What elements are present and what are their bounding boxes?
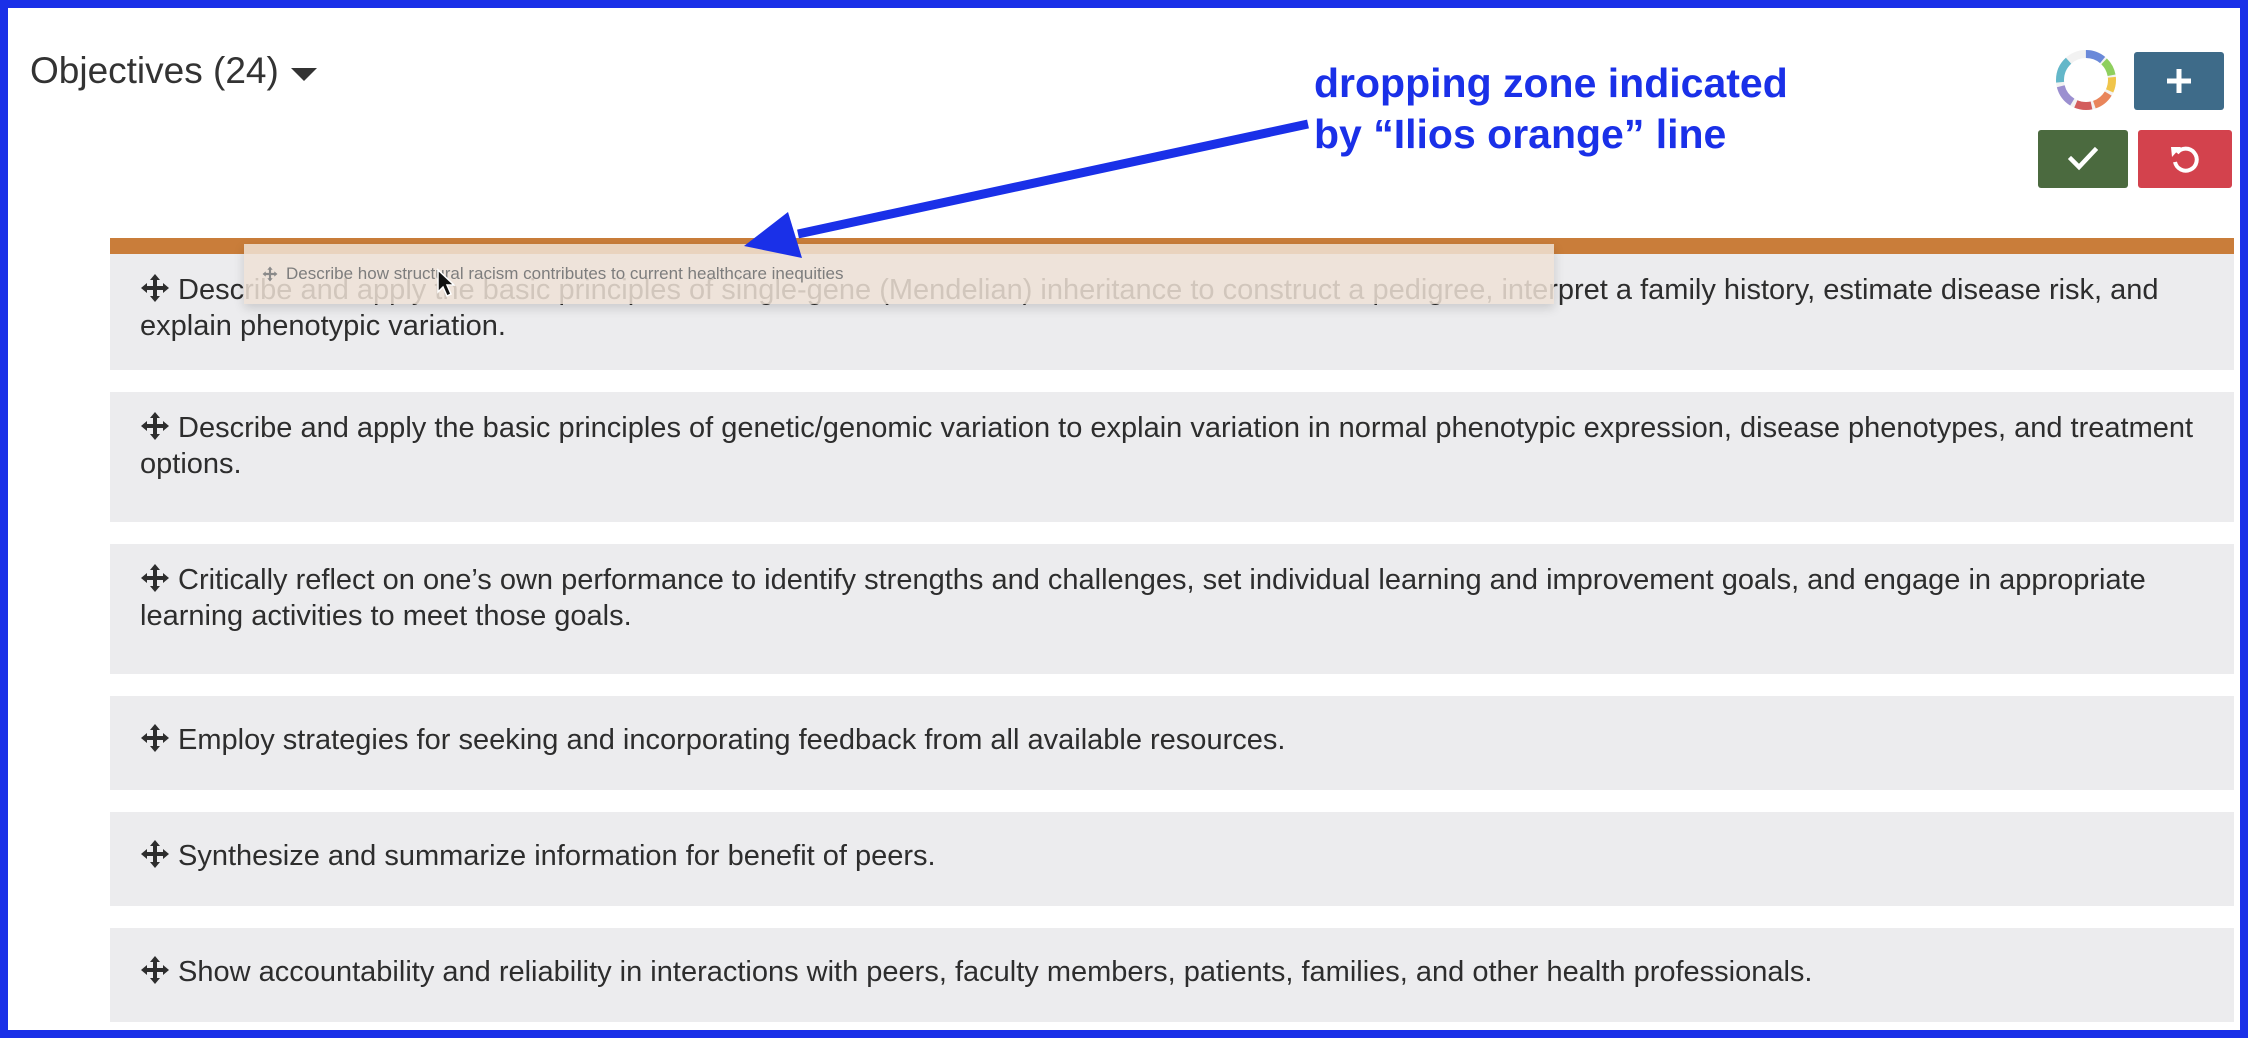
move-icon[interactable]	[140, 723, 170, 753]
move-icon	[262, 266, 278, 282]
objective-item[interactable]: Employ strategies for seeking and incorp…	[110, 696, 2234, 790]
move-icon[interactable]	[140, 563, 170, 593]
plus-icon	[2167, 69, 2191, 93]
caret-down-icon[interactable]	[290, 67, 317, 81]
objective-text: Describe and apply the basic principles …	[140, 412, 2194, 480]
check-icon	[2068, 146, 2098, 171]
move-icon[interactable]	[140, 955, 170, 985]
mouse-cursor-icon	[437, 268, 456, 298]
objective-text: Show accountability and reliability in i…	[178, 956, 1813, 988]
dragged-objective-text: Describe how structural racism contribut…	[286, 264, 844, 283]
move-icon[interactable]	[140, 839, 170, 869]
objectives-header[interactable]: Objectives (24)	[30, 50, 317, 92]
cancel-button[interactable]	[2138, 130, 2232, 188]
objectives-title: Objectives (24)	[30, 50, 279, 91]
add-objective-button[interactable]	[2134, 52, 2224, 110]
objective-item[interactable]: Critically reflect on one’s own performa…	[110, 544, 2234, 674]
objective-text: Employ strategies for seeking and incorp…	[178, 724, 1286, 756]
drop-zone-annotation: dropping zone indicated by “Ilios orange…	[1314, 58, 1788, 160]
objective-item[interactable]: Describe and apply the basic principles …	[110, 392, 2234, 522]
annotation-line-2: by “Ilios orange” line	[1314, 111, 1727, 157]
objective-item[interactable]: Show accountability and reliability in i…	[110, 928, 2234, 1022]
undo-icon	[2171, 146, 2199, 173]
annotation-line-1: dropping zone indicated	[1314, 60, 1788, 106]
save-button[interactable]	[2038, 130, 2128, 188]
dragged-objective-ghost[interactable]: Describe how structural racism contribut…	[244, 244, 1554, 304]
objective-text: Critically reflect on one’s own performa…	[140, 564, 2146, 632]
move-icon[interactable]	[140, 411, 170, 441]
objective-text: Synthesize and summarize information for…	[178, 840, 936, 872]
move-icon[interactable]	[140, 273, 170, 303]
objective-item[interactable]: Synthesize and summarize information for…	[110, 812, 2234, 906]
progress-ring-icon	[2056, 50, 2116, 110]
